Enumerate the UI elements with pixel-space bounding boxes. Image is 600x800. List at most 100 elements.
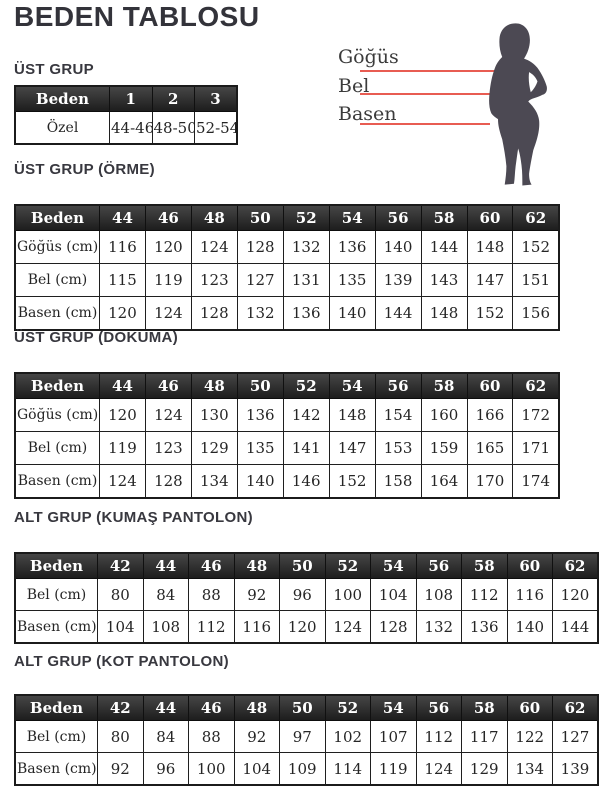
value-cell: 122 bbox=[506, 720, 553, 753]
value-cell: 152 bbox=[328, 464, 376, 499]
value-cell: 128 bbox=[236, 230, 284, 264]
value-cell: 120 bbox=[552, 578, 599, 611]
value-cell: 139 bbox=[552, 752, 599, 786]
value-cell: 148 bbox=[328, 398, 376, 432]
table-row: Basen (cm) 92 96 100 104 109 114 119 124 129 134 13… bbox=[14, 752, 599, 786]
value-cell: 124 bbox=[99, 464, 146, 499]
value-cell: 102 bbox=[324, 720, 371, 753]
header-size-cell: 52 bbox=[324, 694, 371, 721]
value-cell: 84 bbox=[142, 720, 189, 753]
value-cell: 112 bbox=[188, 610, 235, 644]
value-cell: 158 bbox=[374, 464, 422, 499]
value-cell: 144 bbox=[552, 610, 599, 644]
value-cell: 142 bbox=[282, 398, 330, 432]
value-cell: 119 bbox=[99, 431, 146, 465]
waist-label: Bel bbox=[338, 75, 370, 97]
orme-size-table: Beden 44 46 48 50 52 54 56 58 60 62 Göğüs (cm) 116 12… bbox=[14, 204, 560, 331]
value-cell: 132 bbox=[415, 610, 462, 644]
value-cell: 108 bbox=[415, 578, 462, 611]
value-cell: 148 bbox=[420, 296, 468, 331]
section-heading-ust-grup-dokuma: ÜST GRUP (DOKUMA) bbox=[14, 329, 178, 346]
header-size-cell: 44 bbox=[142, 552, 189, 579]
value-cell: 130 bbox=[190, 398, 238, 432]
header-size-cell: 62 bbox=[512, 372, 560, 399]
row-label-cell: Göğüs (cm) bbox=[14, 230, 100, 264]
header-size-cell: 52 bbox=[324, 552, 371, 579]
row-label-cell: Basen (cm) bbox=[14, 752, 98, 786]
header-label-cell: Beden bbox=[14, 552, 98, 579]
value-cell: 116 bbox=[99, 230, 146, 264]
header-size-cell: 1 bbox=[109, 85, 153, 112]
value-cell: 128 bbox=[370, 610, 417, 644]
value-cell: 143 bbox=[420, 263, 468, 297]
row-label-cell: Bel (cm) bbox=[14, 263, 100, 297]
value-cell: 120 bbox=[144, 230, 192, 264]
section-heading-alt-grup-kot: ALT GRUP (KOT PANTOLON) bbox=[14, 653, 229, 670]
header-size-cell: 48 bbox=[233, 552, 280, 579]
header-label-cell: Beden bbox=[14, 204, 100, 231]
value-cell: 146 bbox=[282, 464, 330, 499]
section-heading-ust-grup-orme: ÜST GRUP (ÖRME) bbox=[14, 161, 155, 178]
header-size-cell: 42 bbox=[97, 552, 144, 579]
table-row: Basen (cm) 104 108 112 116 120 124 128 132 136 140… bbox=[14, 610, 599, 644]
value-cell: 120 bbox=[99, 398, 146, 432]
header-size-cell: 58 bbox=[461, 552, 508, 579]
value-cell: 134 bbox=[506, 752, 553, 786]
value-cell: 154 bbox=[374, 398, 422, 432]
value-cell: 124 bbox=[324, 610, 371, 644]
value-cell: 134 bbox=[190, 464, 238, 499]
woman-silhouette-path bbox=[489, 23, 547, 186]
value-cell: 140 bbox=[506, 610, 553, 644]
value-cell: 132 bbox=[282, 230, 330, 264]
header-size-cell: 42 bbox=[97, 694, 144, 721]
value-cell: 127 bbox=[236, 263, 284, 297]
header-row: Beden 42 44 46 48 50 52 54 56 58 60 62 bbox=[14, 552, 599, 579]
value-cell: 136 bbox=[282, 296, 330, 331]
header-row: Beden 42 44 46 48 50 52 54 56 58 60 62 bbox=[14, 694, 599, 721]
header-row: Beden 44 46 48 50 52 54 56 58 60 62 bbox=[14, 204, 560, 231]
header-size-cell: 62 bbox=[552, 694, 599, 721]
value-cell: 80 bbox=[97, 578, 144, 611]
table-row: Göğüs (cm) 120 124 130 136 142 148 154 160 166 172 bbox=[14, 398, 560, 432]
header-size-cell: 60 bbox=[466, 204, 514, 231]
row-label-cell: Bel (cm) bbox=[14, 720, 98, 753]
value-cell: 128 bbox=[190, 296, 238, 331]
header-size-cell: 60 bbox=[506, 694, 553, 721]
table-row: Bel (cm) 80 84 88 92 96 100 104 108 112 116 120 bbox=[14, 578, 599, 611]
header-size-cell: 56 bbox=[374, 372, 422, 399]
value-cell: 136 bbox=[236, 398, 284, 432]
header-size-cell: 54 bbox=[328, 372, 376, 399]
value-cell: 100 bbox=[324, 578, 371, 611]
table-row: Basen (cm) 120 124 128 132 136 140 144 148 152 156 bbox=[14, 296, 560, 331]
value-cell: 147 bbox=[328, 431, 376, 465]
header-size-cell: 54 bbox=[328, 204, 376, 231]
table-row: Bel (cm) 119 123 129 135 141 147 153 159 165 171 bbox=[14, 431, 560, 465]
kumas-pantolon-size-table: Beden 42 44 46 48 50 52 54 56 58 60 62 Bel (cm) 80 84 8… bbox=[14, 552, 599, 644]
value-cell: 132 bbox=[236, 296, 284, 331]
value-cell: 123 bbox=[144, 431, 192, 465]
value-cell: 119 bbox=[370, 752, 417, 786]
header-size-cell: 58 bbox=[420, 204, 468, 231]
value-cell: 156 bbox=[512, 296, 560, 331]
header-row: Beden 1 2 3 bbox=[14, 85, 238, 112]
row-label-cell: Basen (cm) bbox=[14, 296, 100, 331]
row-label-cell: Basen (cm) bbox=[14, 464, 100, 499]
value-cell: 116 bbox=[233, 610, 280, 644]
value-cell: 135 bbox=[236, 431, 284, 465]
value-cell: 96 bbox=[279, 578, 326, 611]
header-size-cell: 44 bbox=[142, 694, 189, 721]
value-cell: 88 bbox=[188, 578, 235, 611]
value-cell: 148 bbox=[466, 230, 514, 264]
hip-label: Basen bbox=[338, 103, 397, 125]
header-size-cell: 46 bbox=[144, 372, 192, 399]
header-size-cell: 2 bbox=[151, 85, 195, 112]
header-size-cell: 58 bbox=[461, 694, 508, 721]
value-cell: 107 bbox=[370, 720, 417, 753]
section-heading-ust-grup: ÜST GRUP bbox=[14, 61, 94, 78]
row-label-cell: Bel (cm) bbox=[14, 578, 98, 611]
header-size-cell: 46 bbox=[144, 204, 192, 231]
value-cell: 124 bbox=[190, 230, 238, 264]
value-cell: 92 bbox=[233, 720, 280, 753]
row-label-cell: Basen (cm) bbox=[14, 610, 98, 644]
